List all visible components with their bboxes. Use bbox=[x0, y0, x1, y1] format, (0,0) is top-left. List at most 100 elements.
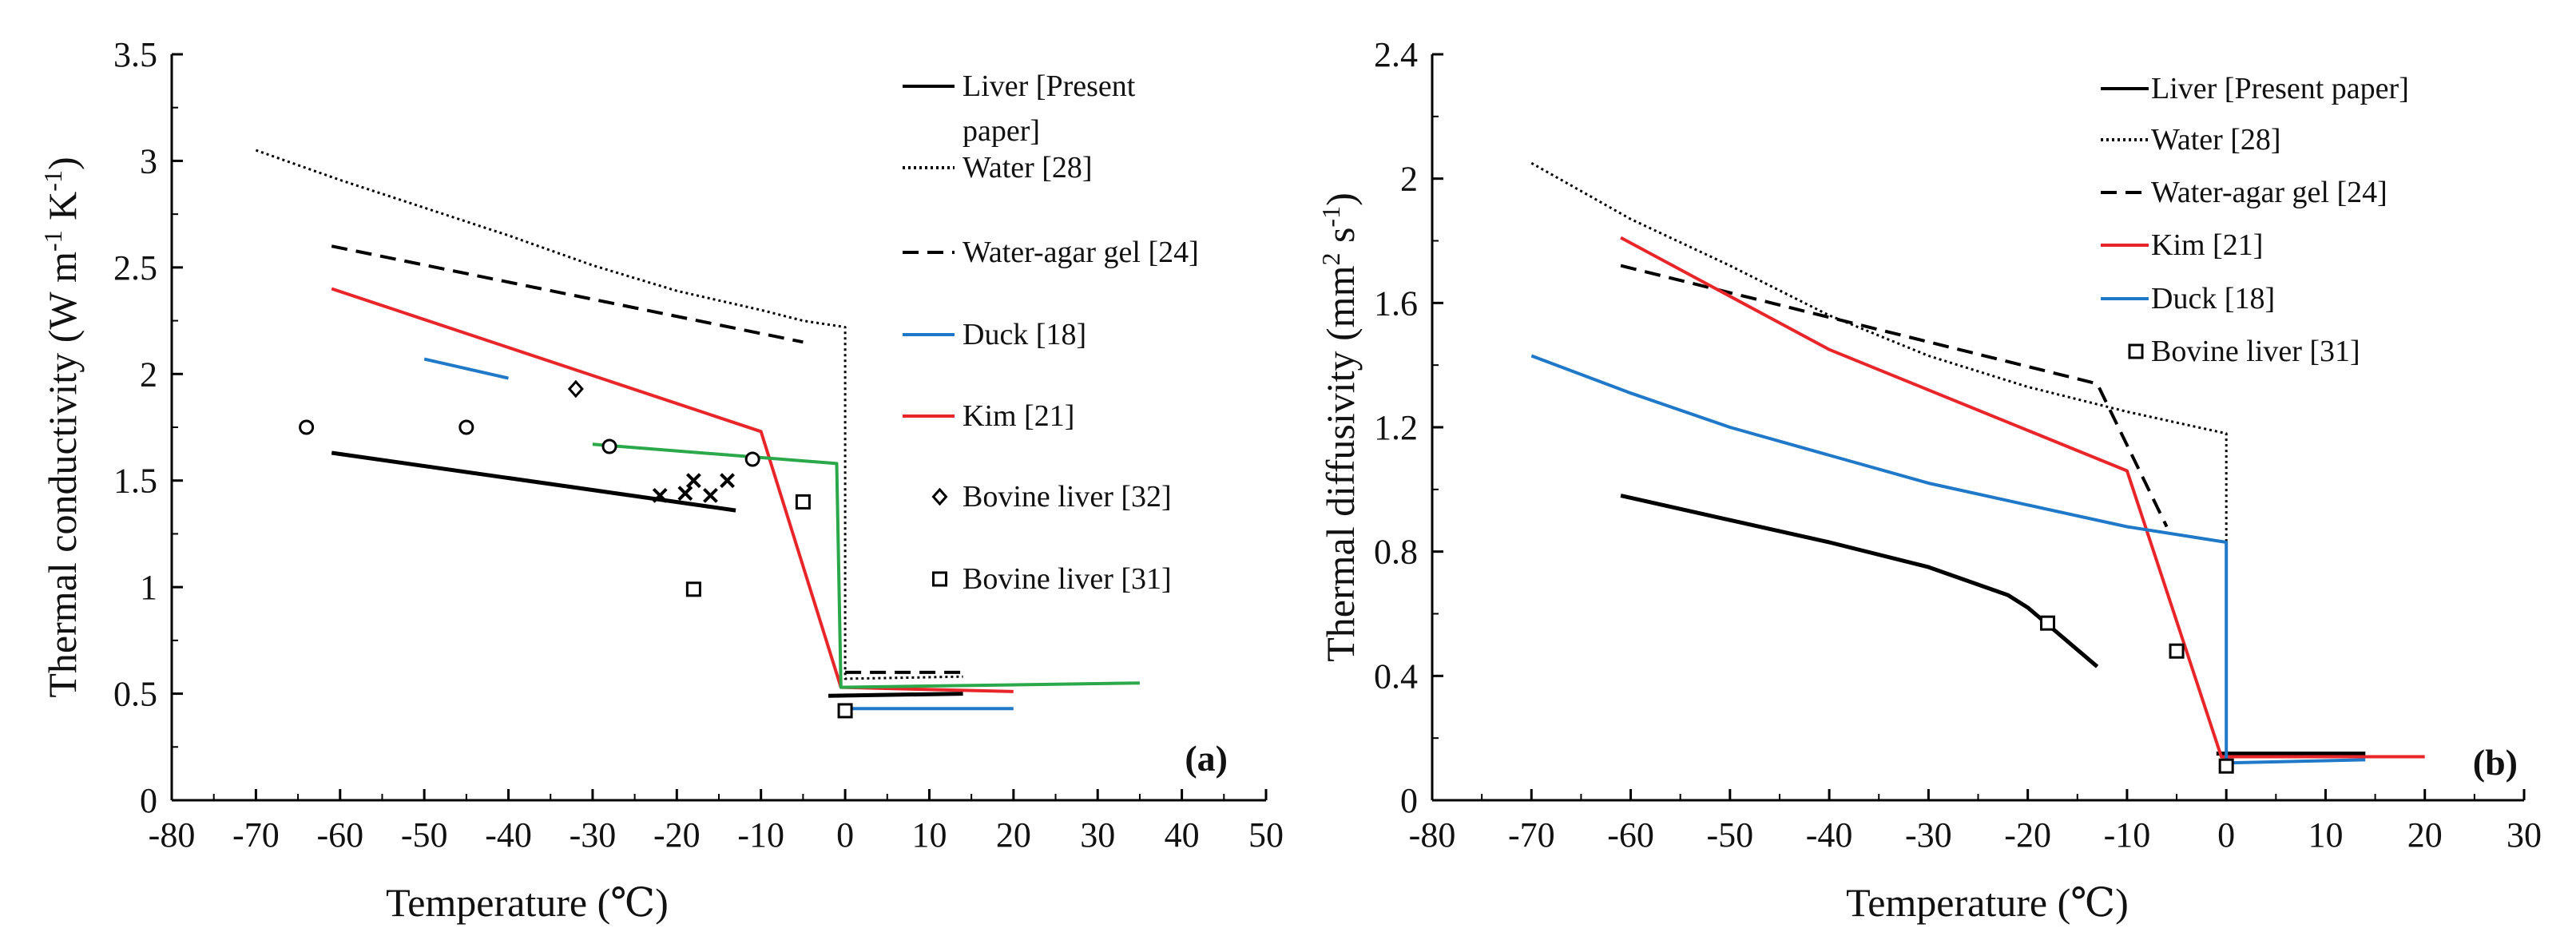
chart-a-markers bbox=[299, 379, 853, 719]
chart-b-marker-square bbox=[2218, 758, 2234, 774]
chart-a-y-tick-label: 0.5 bbox=[113, 675, 157, 714]
chart-a-legend-label: Water-agar gel [24] bbox=[963, 236, 1199, 269]
chart-a-marker-circle bbox=[601, 438, 617, 454]
chart-a-panel-label: (a) bbox=[1185, 738, 1228, 779]
chart-a-xlabel: Temperature (℃) bbox=[386, 880, 669, 925]
chart-b-x-tick-label: 20 bbox=[2407, 815, 2443, 855]
chart-b-series-line bbox=[1530, 354, 2366, 765]
chart-b-legend-item: Liver [Present paper] bbox=[2101, 72, 2409, 105]
chart-a-marker-diamond bbox=[567, 379, 584, 399]
chart-a-series-line bbox=[331, 450, 736, 513]
chart-a-marker-square bbox=[795, 494, 811, 510]
chart-b-legend-item: Kim [21] bbox=[2101, 228, 2263, 262]
chart-b-legend-item: Water [28] bbox=[2101, 123, 2281, 157]
chart-a-ylabel: Thermal conductivity (W m-1 K-1) bbox=[38, 157, 85, 697]
chart-a-x-tick-label: -50 bbox=[401, 815, 448, 855]
chart-a-x-tick-label: 40 bbox=[1165, 815, 1200, 855]
chart-b-y-tick-label: 0 bbox=[1400, 781, 1418, 820]
chart-a-x-tick-label: 20 bbox=[996, 815, 1031, 855]
chart-b-x-tick-label: -20 bbox=[2004, 815, 2051, 855]
chart-a-y-tick-label: 0 bbox=[140, 781, 157, 820]
chart-a-legend-item: Bovine liver [32] bbox=[931, 480, 1172, 514]
chart-a-marker-circle bbox=[458, 419, 474, 435]
chart-a-series-line bbox=[423, 357, 509, 380]
chart-a-legend-label: Water [28] bbox=[963, 151, 1093, 184]
chart-a-marker-diamond bbox=[931, 487, 948, 506]
chart-b-legend-item: Bovine liver [31] bbox=[2128, 335, 2360, 368]
chart-a-series-line bbox=[255, 149, 963, 680]
chart-b-x-tick-label: 30 bbox=[2507, 815, 2542, 855]
chart-b-series-line bbox=[1620, 264, 2169, 528]
chart-b-x-tick-label: -70 bbox=[1508, 815, 1555, 855]
chart-b-series-line bbox=[1620, 494, 2099, 668]
chart-a-legend-item: Kim [21] bbox=[903, 399, 1074, 433]
chart-b-x-tick-label: -60 bbox=[1607, 815, 1654, 855]
chart-b-y-tick-label: 1.2 bbox=[1374, 408, 1418, 447]
chart-a-x-tick-label: -80 bbox=[149, 815, 196, 855]
chart-b-marker-square bbox=[2039, 615, 2055, 631]
chart-b-markers bbox=[2039, 615, 2234, 774]
chart-b-series bbox=[1530, 161, 2425, 765]
chart-a-legend: Liver [Present paper]Water [28] Water-agar… bbox=[903, 69, 1199, 596]
chart-a-legend-label: Bovine liver [32] bbox=[963, 480, 1172, 514]
chart-a-marker-circle bbox=[744, 451, 760, 467]
chart-a-y-tick-label: 1.5 bbox=[113, 462, 157, 501]
chart-a-legend-item: Duck [18] bbox=[903, 318, 1086, 351]
chart-b-series-line bbox=[1530, 161, 2366, 756]
chart-a-y-tick-label: 3 bbox=[140, 141, 157, 180]
chart-a-marker-square bbox=[932, 571, 947, 587]
chart-b-ylabel: Thermal diffusivity (mm2 s-1) bbox=[1316, 192, 1363, 662]
chart-a-x-tick-label: -40 bbox=[485, 815, 532, 855]
chart-b-x-tick-label: -80 bbox=[1409, 815, 1456, 855]
chart-b-y-tick-label: 1.6 bbox=[1374, 284, 1418, 323]
chart-a-x-tick-label: -30 bbox=[570, 815, 617, 855]
chart-a-legend-item: Bovine liver [31] bbox=[932, 562, 1172, 596]
chart-b-legend-label: Bovine liver [31] bbox=[2151, 335, 2360, 368]
chart-a-series bbox=[255, 149, 1140, 711]
chart-b-y-tick-label: 2.4 bbox=[1374, 35, 1418, 74]
chart-a-x-tick-label: 30 bbox=[1080, 815, 1115, 855]
chart-a-x-tick-label: 50 bbox=[1248, 815, 1284, 855]
chart-b-legend-label: Liver [Present paper] bbox=[2151, 72, 2409, 105]
chart-b-x-tick-label: -10 bbox=[2104, 815, 2151, 855]
chart-a-legend-label: Duck [18] bbox=[963, 318, 1086, 351]
chart-a-y-tick-label: 3.5 bbox=[113, 35, 157, 74]
chart-b-legend-label: Water [28] bbox=[2151, 123, 2281, 157]
chart-b-y-tick-label: 2 bbox=[1400, 160, 1418, 199]
chart-b-x-tick-label: -40 bbox=[1806, 815, 1853, 855]
chart-a-legend-item: Liver [Present paper] bbox=[903, 69, 1136, 148]
chart-a-y-tick-label: 2.5 bbox=[113, 248, 157, 288]
chart-a-x-tick-label: -20 bbox=[653, 815, 701, 855]
chart-a-x-tick-label: 0 bbox=[836, 815, 854, 855]
chart-a-legend-item: Water [28] bbox=[903, 151, 1093, 184]
chart-a-marker-x bbox=[652, 487, 668, 503]
chart-b-y-tick-label: 0.8 bbox=[1374, 533, 1418, 572]
chart-a-marker-square bbox=[837, 703, 853, 719]
chart-a-marker-x bbox=[703, 487, 718, 503]
chart-b-y-tick-label: 0.4 bbox=[1374, 656, 1418, 696]
chart-a-marker-x bbox=[720, 473, 735, 489]
chart-b-legend: Liver [Present paper] Water [28] Water-aga… bbox=[2101, 72, 2409, 368]
chart-a-series-line bbox=[331, 244, 804, 344]
chart-a-y-tick-label: 2 bbox=[140, 355, 157, 394]
chart-a-axes: -80 -70 -60 -50 -40 -30 -20 -10 0 10 20 30 40 50 0 0.5 1… bbox=[38, 35, 1284, 855]
chart-a-series-line bbox=[592, 442, 1140, 689]
chart-a-legend-label: Liver [Present paper] bbox=[963, 69, 1136, 148]
chart-b-axes: -80 -70 -60 -50 -40 -30 -20 -10 0 10 20 30 0 0.4 0.8 1.… bbox=[1316, 35, 2542, 855]
chart-a-marker-x bbox=[685, 473, 701, 489]
chart-a-marker-circle bbox=[299, 419, 315, 435]
chart-a-x-tick-label: -10 bbox=[737, 815, 784, 855]
chart-b-x-tick-label: -30 bbox=[1905, 815, 1952, 855]
chart-b-x-tick-label: -50 bbox=[1706, 815, 1753, 855]
chart-b-marker-square bbox=[2169, 643, 2185, 659]
chart-b-panel-label: (b) bbox=[2473, 742, 2518, 783]
chart-b-x-tick-label: 0 bbox=[2217, 815, 2235, 855]
chart-a-legend-label: Kim [21] bbox=[963, 399, 1074, 433]
chart-b-series-line bbox=[1620, 236, 2425, 759]
chart-a-legend-item: Water-agar gel [24] bbox=[903, 236, 1199, 269]
chart-b-x-tick-label: 10 bbox=[2308, 815, 2343, 855]
chart-b-marker-square bbox=[2128, 343, 2144, 359]
chart-a: -80 -70 -60 -50 -40 -30 -20 -10 0 10 20 30 40 50 0 0.5 1… bbox=[38, 35, 1284, 925]
chart-b-legend-label: Water-agar gel [24] bbox=[2151, 176, 2387, 209]
